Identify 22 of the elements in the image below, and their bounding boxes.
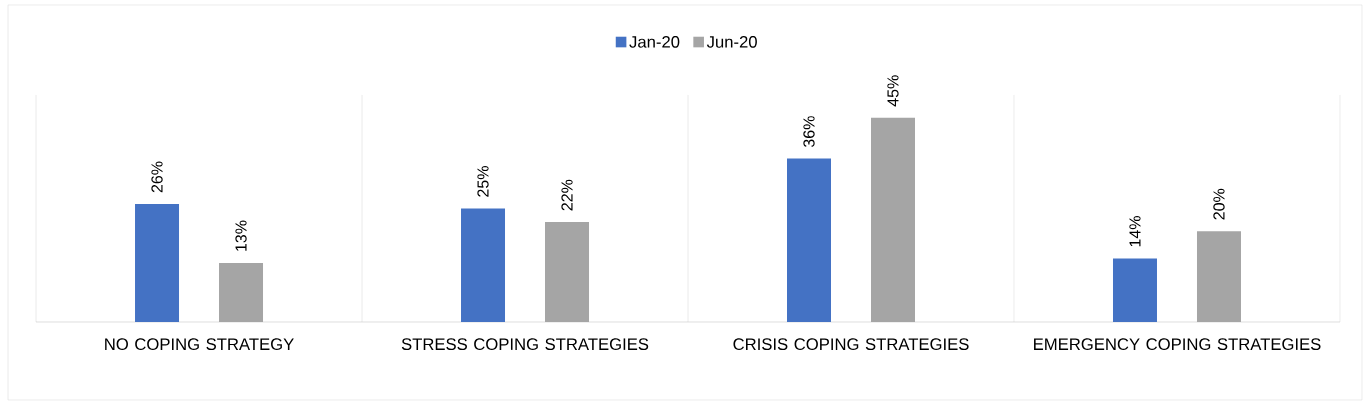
data-label: 25% [477,166,489,197]
data-label: 36% [803,116,815,148]
bar [787,158,831,322]
data-label: 20% [1213,188,1225,220]
data-label: 26% [151,161,163,193]
bar [461,208,506,322]
x-tick-label: NO COPING STRATEGY [105,338,294,351]
x-tick-label: EMERGENCY COPING STRATEGIES [1034,338,1321,351]
data-label: 14% [1129,216,1141,247]
data-label: 45% [887,75,899,107]
legend-label: Jan-20 [629,35,680,48]
bar [1196,231,1241,322]
bar [545,222,590,322]
x-tick-label: CRISIS COPING STRATEGIES [733,338,969,351]
legend-label: Jun-20 [706,35,757,48]
data-label: 13% [235,220,247,251]
data-label: 22% [561,179,573,211]
bar [871,117,915,322]
bar [135,203,180,322]
x-tick-label: STRESS COPING STRATEGIES [401,338,649,351]
bar [219,262,264,322]
bar [1112,258,1157,322]
